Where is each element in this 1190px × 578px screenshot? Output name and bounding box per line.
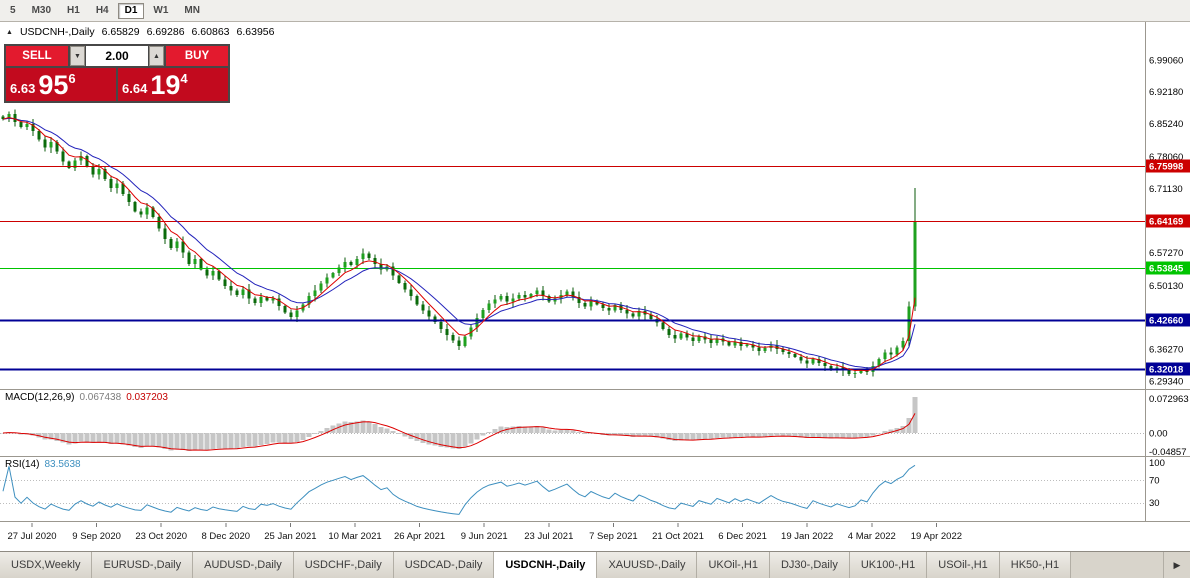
- chart-area: 6.99060 6.92180 6.85240 6.78060 6.71130 6.572…: [0, 22, 1190, 551]
- macd-histogram: [0, 397, 918, 451]
- macd-signal-value: 0.037203: [126, 392, 168, 403]
- buy-price-big: 19: [150, 70, 181, 101]
- chart-canvas[interactable]: 6.99060 6.92180 6.85240 6.78060 6.71130 6.572…: [0, 22, 1190, 551]
- ohlc-close: 6.63956: [236, 26, 275, 38]
- timeframe-button-m30[interactable]: M30: [25, 3, 58, 19]
- timeframe-button-d1[interactable]: D1: [117, 2, 145, 19]
- chart-tabs-bar: USDX,Weekly EURUSD-,Daily AUDUSD-,Daily …: [0, 551, 1190, 578]
- svg-text:6.57270: 6.57270: [1149, 248, 1183, 259]
- ohlc-low: 6.60863: [191, 26, 230, 38]
- timeframe-toolbar: 5 M30 H1 H4 D1 W1 MN: [0, 0, 1190, 22]
- tab-usoil[interactable]: USOil-,H1: [927, 552, 1000, 578]
- sell-price-pip: 6: [68, 71, 76, 86]
- sell-price-display[interactable]: 6.63 95 6: [6, 68, 116, 101]
- tab-usdchf[interactable]: USDCHF-,Daily: [293, 552, 394, 578]
- svg-text:10 Mar 2021: 10 Mar 2021: [328, 531, 381, 542]
- timeframe-button-w1[interactable]: W1: [146, 3, 175, 19]
- rsi-line: [2, 464, 916, 515]
- svg-text:6.42660: 6.42660: [1149, 316, 1183, 327]
- svg-text:9 Sep 2020: 9 Sep 2020: [72, 531, 121, 542]
- svg-text:100: 100: [1149, 458, 1165, 469]
- timeframe-button-h4[interactable]: H4: [89, 3, 116, 19]
- svg-text:6.78060: 6.78060: [1149, 152, 1183, 163]
- symbol-arrow-icon: ▲: [6, 28, 13, 36]
- svg-text:6.29340: 6.29340: [1149, 377, 1183, 388]
- tab-ukoil[interactable]: UKOil-,H1: [697, 552, 770, 578]
- tab-eurusd[interactable]: EURUSD-,Daily: [92, 552, 194, 578]
- buy-button[interactable]: BUY: [166, 46, 228, 66]
- chart-header: ▲ USDCNH-,Daily 6.65829 6.69286 6.60863 …: [6, 26, 274, 38]
- svg-text:6.99060: 6.99060: [1149, 55, 1183, 66]
- sell-button[interactable]: SELL: [6, 46, 68, 66]
- svg-text:19 Jan 2022: 19 Jan 2022: [781, 531, 833, 542]
- svg-text:6.75998: 6.75998: [1149, 162, 1183, 173]
- buy-price-pip: 4: [180, 71, 188, 86]
- timeframe-button-mn[interactable]: MN: [177, 3, 207, 19]
- buy-price-main: 6.64: [122, 81, 148, 96]
- tab-usdcnh[interactable]: USDCNH-,Daily: [494, 552, 598, 578]
- svg-text:6.50130: 6.50130: [1149, 281, 1183, 292]
- svg-text:6 Dec 2021: 6 Dec 2021: [718, 531, 767, 542]
- macd-label: MACD(12,26,9) 0.067438 0.037203: [5, 392, 168, 403]
- volume-input[interactable]: 2.00: [86, 46, 148, 66]
- svg-text:26 Apr 2021: 26 Apr 2021: [394, 531, 445, 542]
- hlines-group: [0, 166, 1145, 371]
- rsi-name: RSI(14): [5, 459, 40, 470]
- svg-text:19 Apr 2022: 19 Apr 2022: [911, 531, 962, 542]
- svg-text:27 Jul 2020: 27 Jul 2020: [7, 531, 56, 542]
- svg-text:6.36270: 6.36270: [1149, 345, 1183, 356]
- one-click-trading-panel: SELL ▼ 2.00 ▲ BUY 6.63 95 6 6.64 19 4: [4, 44, 230, 103]
- sell-price-main: 6.63: [10, 81, 36, 96]
- sell-price-big: 95: [38, 70, 69, 101]
- timeframe-button-m5[interactable]: 5: [3, 3, 23, 19]
- svg-text:4 Mar 2022: 4 Mar 2022: [848, 531, 896, 542]
- tab-xauusd[interactable]: XAUUSD-,Daily: [597, 552, 698, 578]
- svg-text:25 Jan 2021: 25 Jan 2021: [264, 531, 316, 542]
- svg-text:7 Sep 2021: 7 Sep 2021: [589, 531, 638, 542]
- svg-text:9 Jun 2021: 9 Jun 2021: [461, 531, 508, 542]
- price-chart-svg: 6.99060 6.92180 6.85240 6.78060 6.71130 6.572…: [0, 22, 1190, 542]
- volume-increase-button[interactable]: ▲: [149, 46, 164, 66]
- rsi-value: 83.5638: [44, 459, 81, 470]
- svg-text:0.00: 0.00: [1149, 429, 1168, 440]
- timeframe-button-h1[interactable]: H1: [60, 3, 87, 19]
- volume-stepper: ▼ 2.00 ▲: [70, 46, 164, 66]
- tab-hk50[interactable]: HK50-,H1: [999, 552, 1072, 578]
- rsi-label: RSI(14) 83.5638: [5, 459, 81, 470]
- svg-text:6.53845: 6.53845: [1149, 264, 1184, 275]
- ma-slow-line: [2, 117, 916, 369]
- svg-text:6.71130: 6.71130: [1149, 184, 1183, 195]
- ma-fast-line: [2, 116, 916, 372]
- svg-text:6.64169: 6.64169: [1149, 217, 1183, 228]
- tab-dj30[interactable]: DJ30-,Daily: [769, 552, 850, 578]
- svg-text:23 Oct 2020: 23 Oct 2020: [135, 531, 187, 542]
- symbol-title: USDCNH-,Daily: [19, 26, 95, 38]
- macd-value: 0.067438: [79, 392, 122, 403]
- buy-price-display[interactable]: 6.64 19 4: [118, 68, 228, 101]
- separators: [0, 22, 1190, 522]
- svg-text:-0.04857: -0.04857: [1149, 447, 1187, 458]
- svg-text:6.92180: 6.92180: [1149, 87, 1183, 98]
- tab-uk100[interactable]: UK100-,H1: [849, 552, 928, 578]
- svg-text:6.32018: 6.32018: [1149, 365, 1183, 376]
- svg-text:23 Jul 2021: 23 Jul 2021: [524, 531, 573, 542]
- candles-group: [1, 109, 917, 378]
- ohlc-open: 6.65829: [101, 26, 140, 38]
- svg-text:6.85240: 6.85240: [1149, 119, 1183, 130]
- svg-text:30: 30: [1149, 498, 1160, 509]
- tab-usdx[interactable]: USDX,Weekly: [0, 552, 93, 578]
- tabs-scroll-right-button[interactable]: ▶: [1163, 552, 1190, 578]
- tab-audusd[interactable]: AUDUSD-,Daily: [193, 552, 294, 578]
- svg-text:70: 70: [1149, 475, 1160, 486]
- macd-signal-line: [2, 413, 916, 451]
- volume-decrease-button[interactable]: ▼: [70, 46, 85, 66]
- svg-text:8 Dec 2020: 8 Dec 2020: [202, 531, 251, 542]
- svg-text:21 Oct 2021: 21 Oct 2021: [652, 531, 704, 542]
- macd-name: MACD(12,26,9): [5, 392, 75, 403]
- ohlc-high: 6.69286: [146, 26, 185, 38]
- svg-text:0.072963: 0.072963: [1149, 394, 1189, 405]
- tab-usdcad[interactable]: USDCAD-,Daily: [393, 552, 495, 578]
